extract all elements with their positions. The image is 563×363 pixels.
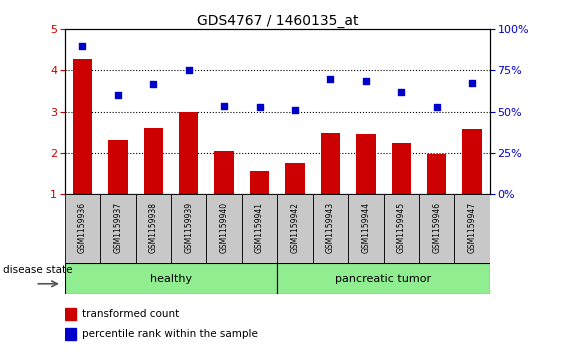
Bar xyxy=(100,194,136,263)
Text: transformed count: transformed count xyxy=(82,309,179,319)
Bar xyxy=(215,151,234,194)
Point xyxy=(184,68,193,73)
Bar xyxy=(312,194,348,263)
Bar xyxy=(321,133,340,194)
Point xyxy=(149,81,158,86)
Point xyxy=(397,89,406,95)
Bar xyxy=(207,194,242,263)
Point xyxy=(361,78,370,84)
Text: GSM1159936: GSM1159936 xyxy=(78,202,87,253)
Bar xyxy=(427,154,446,194)
Bar xyxy=(383,194,419,263)
Bar xyxy=(73,59,92,194)
Text: GSM1159943: GSM1159943 xyxy=(326,202,335,253)
Point xyxy=(291,107,300,113)
Bar xyxy=(136,194,171,263)
Text: GSM1159938: GSM1159938 xyxy=(149,202,158,253)
Bar xyxy=(65,194,100,263)
Bar xyxy=(179,111,199,194)
Bar xyxy=(65,328,76,340)
Point xyxy=(255,105,264,110)
Bar xyxy=(278,263,490,294)
Text: percentile rank within the sample: percentile rank within the sample xyxy=(82,329,258,339)
Text: pancreatic tumor: pancreatic tumor xyxy=(336,274,432,284)
Text: GSM1159942: GSM1159942 xyxy=(291,202,300,253)
Bar xyxy=(356,134,376,194)
Bar xyxy=(391,143,411,194)
Text: GSM1159937: GSM1159937 xyxy=(113,202,122,253)
Point xyxy=(113,92,122,98)
Bar xyxy=(171,194,207,263)
Point xyxy=(468,80,477,86)
Bar xyxy=(348,194,383,263)
Text: GSM1159941: GSM1159941 xyxy=(255,202,264,253)
Bar xyxy=(285,163,305,194)
Point xyxy=(78,42,87,48)
Text: GSM1159939: GSM1159939 xyxy=(184,202,193,253)
Point xyxy=(220,103,229,109)
Text: GSM1159940: GSM1159940 xyxy=(220,202,229,253)
Bar xyxy=(65,308,76,320)
Bar xyxy=(144,128,163,194)
Bar xyxy=(250,171,269,194)
Text: GSM1159946: GSM1159946 xyxy=(432,202,441,253)
Point xyxy=(326,77,335,82)
Text: GSM1159944: GSM1159944 xyxy=(361,202,370,253)
Point xyxy=(432,105,441,110)
Title: GDS4767 / 1460135_at: GDS4767 / 1460135_at xyxy=(196,14,358,28)
Text: healthy: healthy xyxy=(150,274,192,284)
Bar xyxy=(454,194,490,263)
Bar xyxy=(278,194,312,263)
Text: GSM1159945: GSM1159945 xyxy=(397,202,406,253)
Text: disease state: disease state xyxy=(3,265,72,274)
Text: GSM1159947: GSM1159947 xyxy=(468,202,477,253)
Bar xyxy=(419,194,454,263)
Bar xyxy=(242,194,277,263)
Bar xyxy=(108,140,128,194)
Bar xyxy=(462,129,482,194)
Bar xyxy=(65,263,278,294)
